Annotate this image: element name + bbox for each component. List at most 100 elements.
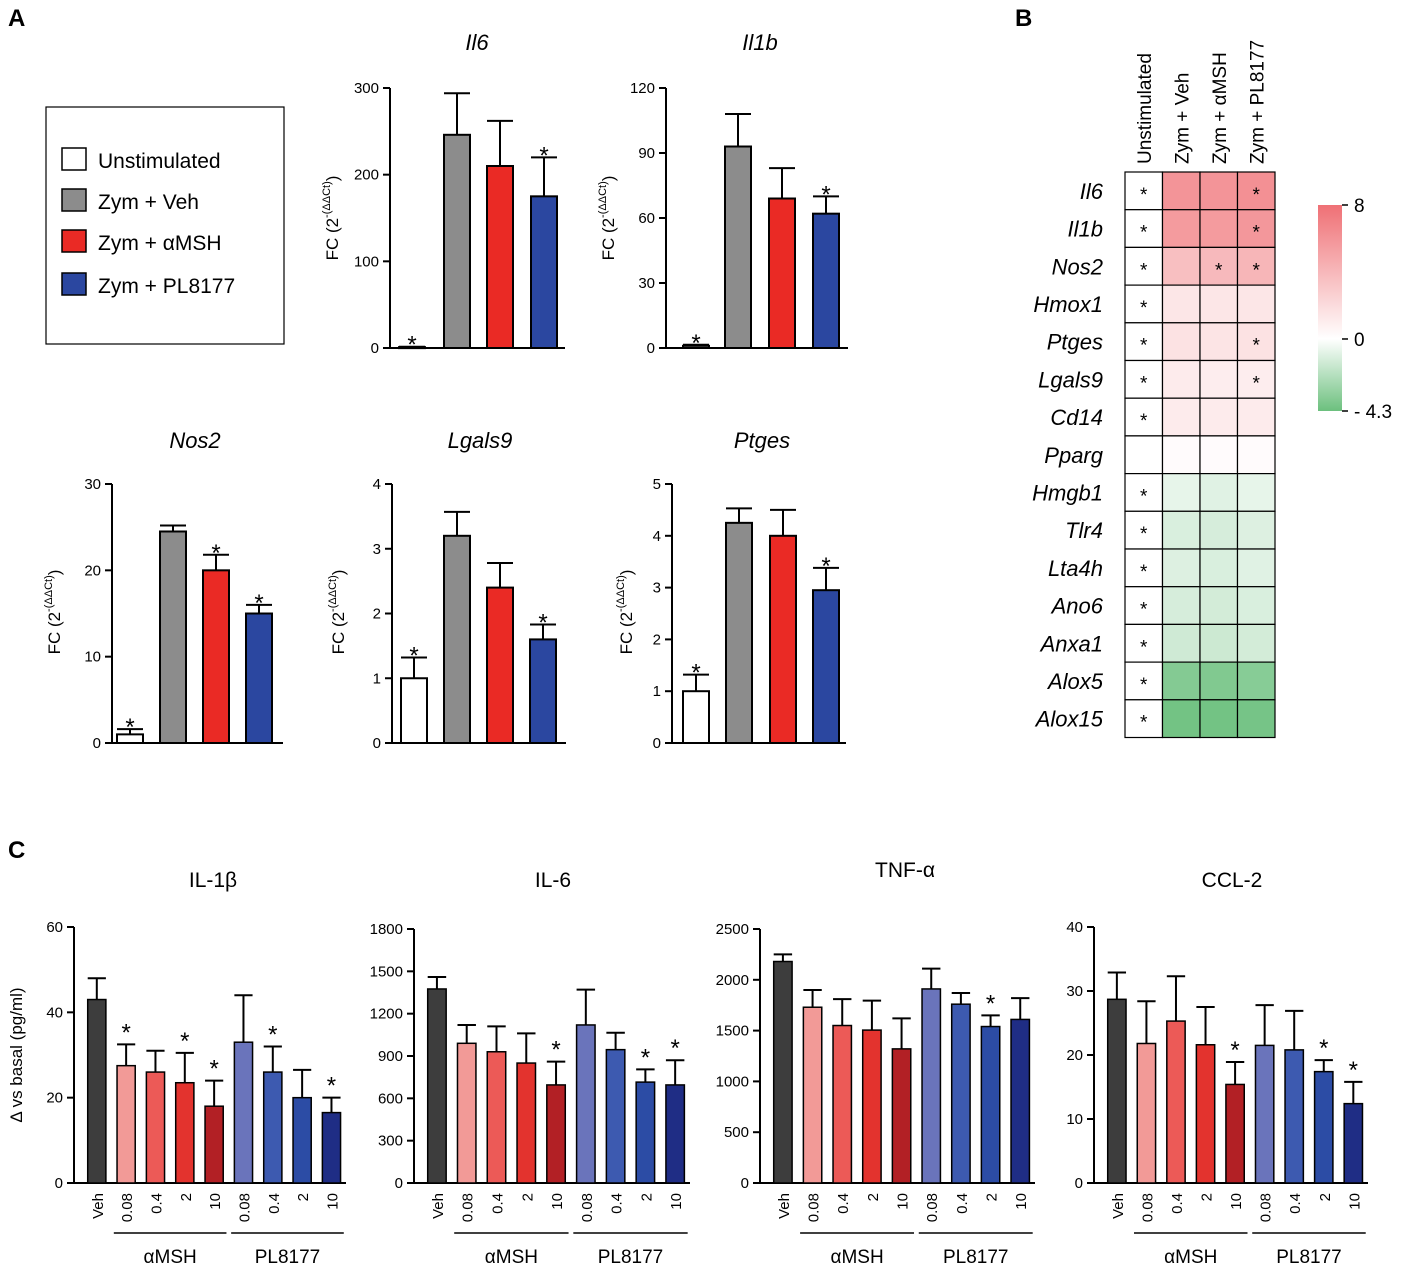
heatmap-cell	[1161, 473, 1201, 512]
chart-title: CCL-2	[1202, 869, 1263, 892]
y-tick-label: 300	[378, 1133, 403, 1150]
x-tick-label: 0.08	[579, 1193, 596, 1222]
legend-swatch-unstimulated	[61, 147, 87, 171]
bar-amsh-0-4	[145, 1071, 166, 1184]
y-tick-label: 90	[638, 145, 655, 162]
group-label-pl8177: PL8177	[943, 1247, 1009, 1268]
significance-star: *	[1140, 260, 1148, 281]
heatmap-cell	[1124, 661, 1164, 701]
significance-star: *	[1140, 562, 1148, 583]
significance-star: *	[180, 1028, 189, 1055]
x-tick-label: 0.4	[148, 1193, 165, 1214]
x-tick-label: Veh	[776, 1193, 793, 1219]
significance-star: *	[1140, 373, 1148, 394]
bar-pl8177-2	[980, 1025, 1001, 1184]
bar-amsh-2	[861, 1029, 882, 1184]
chart-title: TNF-α	[875, 859, 935, 882]
y-tick-label: 120	[630, 80, 655, 97]
colorbar	[1318, 205, 1342, 411]
bar-amsh-0-08	[116, 1064, 136, 1184]
y-tick-label: 2000	[716, 972, 749, 989]
bar-amsh-10	[204, 1105, 224, 1184]
x-tick-label: 0.08	[460, 1193, 477, 1222]
heatmap-cell	[1236, 435, 1276, 475]
bar-zym-msh	[486, 165, 514, 349]
x-tick-label: 2	[178, 1193, 195, 1201]
legend-swatch-zym-veh	[61, 188, 87, 212]
x-tick-label: 0.08	[236, 1193, 253, 1222]
bar-pl8177-0-08	[233, 1041, 254, 1184]
heatmap-cell	[1124, 246, 1164, 286]
chart-c-il6: IL-6 0 300 600 900 1200 1500 1800 Veh 0.08 0.4 2 * 10…	[370, 869, 690, 1268]
chart-a-ptges: Ptges 0 1 2 3 4 5 FC (2-(ΔΔCt)) * *	[615, 428, 846, 752]
heatmap-cell	[1124, 322, 1164, 362]
significance-star: *	[1253, 336, 1261, 357]
heatmap-cell	[1161, 322, 1201, 362]
significance-star: *	[821, 553, 830, 580]
x-tick-label: 2	[1317, 1193, 1334, 1201]
significance-star: *	[1319, 1035, 1328, 1062]
x-tick-label: 10	[549, 1193, 566, 1210]
significance-star: *	[121, 1019, 130, 1046]
heatmap-cell	[1199, 586, 1239, 626]
group-label-pl8177: PL8177	[598, 1247, 664, 1268]
bar-amsh-2	[516, 1062, 537, 1184]
heatmap-row-label-alox5: Alox5	[1046, 669, 1104, 694]
x-tick-label: Veh	[1110, 1193, 1127, 1219]
x-tick-label: 2	[865, 1193, 882, 1201]
bar-amsh-0-08	[1136, 1042, 1157, 1184]
heatmap-cell	[1236, 473, 1276, 512]
heatmap-cell	[1161, 284, 1201, 324]
significance-star: *	[691, 330, 700, 357]
heatmap-row-label-lgals9: Lgals9	[1038, 367, 1103, 392]
heatmap-row-label-il6: Il6	[1080, 179, 1104, 204]
bar-pl8177-2	[635, 1081, 656, 1184]
y-tick-label: 0	[1075, 1175, 1083, 1192]
y-axis-title: FC (2-(ΔΔCt))	[327, 570, 348, 655]
bar-pl8177-0-08	[1254, 1044, 1275, 1184]
heatmap-cell	[1199, 359, 1239, 399]
significance-star: *	[538, 610, 547, 637]
x-tick-label: 10	[207, 1193, 224, 1210]
bar-zym-veh	[443, 133, 471, 349]
heatmap-cell	[1161, 586, 1201, 626]
bar-amsh-0-08	[456, 1042, 477, 1184]
heatmap-cell	[1161, 209, 1201, 248]
group-label-msh: αMSH	[144, 1247, 197, 1268]
bar-pl8177-0-4	[950, 1003, 971, 1184]
y-tick-label: 0	[647, 340, 655, 357]
chart-c-ccl2: CCL-2 0 10 20 30 40 Veh 0.08 0.4 2 * 10 0.08 0.4 * 2 * 10…	[1066, 869, 1368, 1268]
heatmap-cell	[1236, 548, 1276, 588]
y-axis-title: FC (2-(ΔΔCt))	[615, 570, 636, 655]
bar-zym-veh	[443, 534, 471, 744]
y-tick-label: 1000	[716, 1073, 749, 1090]
x-tick-label: 10	[668, 1193, 685, 1210]
x-tick-label: 2	[1199, 1193, 1216, 1201]
chart-c-tnfa: TNF-α 0 500 1000 1500 2000 2500 Veh 0.08 0.4 2 10 0.…	[716, 859, 1035, 1268]
significance-star: *	[1253, 185, 1261, 206]
chart-a-lgals9: Lgals9 0 1 2 3 4 FC (2-(ΔΔCt)) * *	[327, 428, 566, 752]
heatmap-cell	[1161, 435, 1201, 475]
significance-star: *	[641, 1044, 650, 1071]
significance-star: *	[1253, 373, 1261, 394]
y-tick-label: 40	[46, 1004, 63, 1021]
x-tick-label: 10	[1228, 1193, 1245, 1210]
heatmap-cell	[1236, 359, 1276, 399]
x-tick-label: 2	[638, 1193, 655, 1201]
significance-star: *	[209, 1056, 218, 1083]
bar-zym-msh	[769, 534, 797, 744]
chart-title: Lgals9	[448, 428, 513, 453]
bar-amsh-0-08	[802, 1006, 823, 1184]
bar-zym-veh	[725, 521, 753, 744]
significance-star: *	[211, 540, 220, 567]
bar-pl8177-0-4	[262, 1071, 283, 1184]
bar-amsh-2	[174, 1081, 195, 1184]
bar-zym-pl8177	[812, 589, 840, 744]
heatmap-row-label-lta4h: Lta4h	[1048, 556, 1103, 581]
bar-veh	[86, 998, 107, 1184]
bar-unstimulated	[682, 690, 710, 745]
heatmap-cell	[1236, 699, 1276, 739]
y-tick-label: 2	[373, 606, 381, 623]
chart-title: Ptges	[734, 428, 790, 453]
heatmap-row-label-hmox1: Hmox1	[1033, 292, 1103, 317]
